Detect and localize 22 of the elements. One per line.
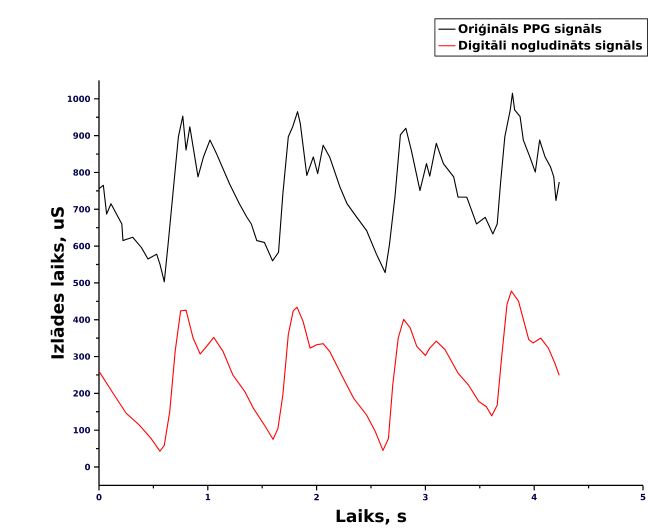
y-tick-label: 100 (74, 426, 90, 434)
y-tick-label: 700 (73, 206, 90, 212)
y-axis-title: Izlādes laiks, uS (50, 207, 66, 358)
y-tick-label: 500 (73, 280, 90, 286)
y-tick-label: 600 (73, 242, 90, 250)
y-tick-label: 1000 (68, 96, 90, 102)
legend-label: Oriģināls PPG signāls (458, 24, 602, 36)
x-tick-label: 3 (423, 494, 428, 500)
x-tick-label: 5 (640, 494, 646, 500)
y-tick-label: 400 (73, 316, 90, 323)
x-tick-label: 1 (206, 494, 210, 500)
x-tick-label: 0 (96, 494, 102, 500)
y-tick-label: 900 (73, 132, 90, 139)
y-tick-label: 200 (73, 390, 90, 397)
x-tick-label: 4 (532, 494, 537, 500)
x-tick-label: 2 (314, 494, 319, 500)
y-tick-label: 0 (84, 464, 90, 470)
y-tick-label: 300 (73, 353, 90, 360)
x-axis-title: Laiks, s (336, 509, 406, 524)
y-tick-label: 800 (73, 169, 90, 176)
legend-label: Digitāli nogludināts signāls (459, 40, 642, 52)
line-series (99, 290, 560, 452)
